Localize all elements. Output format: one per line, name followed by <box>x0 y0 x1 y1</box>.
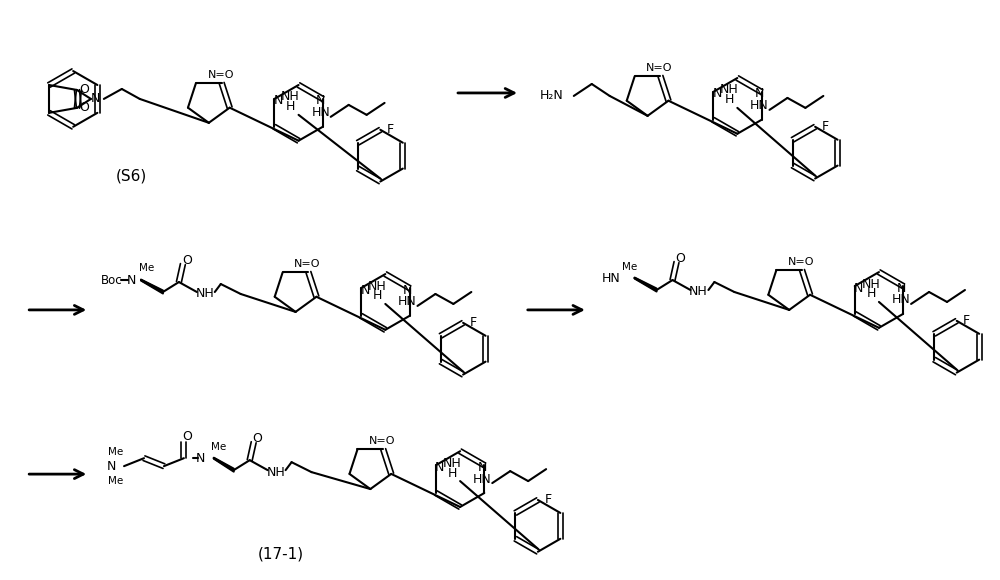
Text: N: N <box>755 88 764 100</box>
Text: N: N <box>91 92 101 106</box>
Text: HN: HN <box>892 293 911 306</box>
Text: N: N <box>403 284 412 296</box>
Text: F: F <box>470 316 477 329</box>
Text: N: N <box>478 461 487 474</box>
Text: HN: HN <box>602 271 620 285</box>
Text: N=O: N=O <box>294 259 321 269</box>
Text: HN: HN <box>473 473 492 485</box>
Text: N=O: N=O <box>208 70 234 80</box>
Text: N: N <box>435 461 445 474</box>
Text: (S6): (S6) <box>115 168 147 183</box>
Text: O: O <box>253 432 263 445</box>
Text: NH: NH <box>266 466 285 478</box>
Text: H: H <box>286 100 295 113</box>
Text: F: F <box>544 494 551 506</box>
Text: N: N <box>274 95 283 107</box>
Text: NH: NH <box>195 288 214 300</box>
Text: HN: HN <box>311 106 330 119</box>
Text: N: N <box>854 281 863 295</box>
Text: O: O <box>676 252 685 264</box>
Text: Me: Me <box>139 263 154 273</box>
Text: O: O <box>79 102 89 114</box>
Text: H: H <box>725 93 734 106</box>
Text: Me: Me <box>211 442 226 452</box>
Text: N=O: N=O <box>646 63 673 73</box>
Text: NH: NH <box>862 277 880 291</box>
Text: N: N <box>316 95 325 107</box>
Text: N=O: N=O <box>788 257 814 267</box>
Text: Me: Me <box>622 262 637 272</box>
Text: NH: NH <box>689 285 708 299</box>
Text: N: N <box>106 460 116 473</box>
Text: O: O <box>182 430 192 443</box>
Text: N: N <box>126 274 136 287</box>
Text: Me: Me <box>108 447 124 457</box>
Text: O: O <box>79 84 89 96</box>
Text: N: N <box>896 281 906 295</box>
Text: NH: NH <box>443 456 462 470</box>
Text: H: H <box>866 288 876 300</box>
Text: N: N <box>196 452 206 465</box>
Text: (17-1): (17-1) <box>258 546 304 561</box>
Text: HN: HN <box>398 295 417 309</box>
Text: NH: NH <box>368 280 387 292</box>
Text: NH: NH <box>281 90 300 103</box>
Text: F: F <box>822 120 829 133</box>
Text: F: F <box>387 124 394 136</box>
Text: N: N <box>712 88 722 100</box>
Text: H: H <box>373 289 382 303</box>
Text: NH: NH <box>720 84 739 96</box>
Text: N: N <box>360 284 370 296</box>
Text: O: O <box>182 253 192 267</box>
Text: H: H <box>447 467 457 480</box>
Text: Boc: Boc <box>101 274 123 287</box>
Text: HN: HN <box>750 99 769 113</box>
Text: Me: Me <box>108 476 124 486</box>
Text: H₂N: H₂N <box>540 89 564 103</box>
Text: F: F <box>963 314 970 327</box>
Text: N=O: N=O <box>369 436 396 446</box>
